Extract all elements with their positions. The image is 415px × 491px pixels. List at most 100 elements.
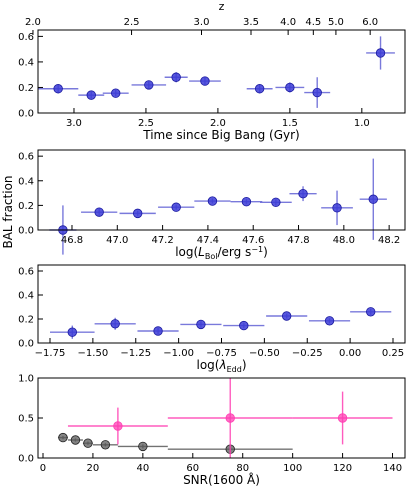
top-x-tick-label: 6.0 [362,17,378,28]
series-1 [50,307,392,339]
x-tick-label: 2.0 [210,118,226,129]
data-point [110,319,120,329]
x-tick-label: 0 [40,463,46,474]
x-axis-label: SNR(1600 Å) [183,472,260,487]
x-tick-label: 140 [383,463,402,474]
data-point [53,84,63,94]
top-x-tick-label: 4.0 [280,17,296,28]
data-point [225,413,235,423]
y-tick-label: 0.4 [18,176,34,187]
x-tick-label: 46.8 [61,235,83,246]
data-point [332,203,342,213]
data-point [111,88,121,98]
shared-y-axis-label: BAL fraction [1,175,15,248]
x-tick-label: −1.75 [35,348,66,359]
data-point [337,413,348,423]
panel-2: 46.8 47.0 47.2 47.4 47.6 47.8 48.0 48.2 0.0 0.2 0.… [18,149,406,261]
data-point [153,326,163,336]
x-tick-label: −0.25 [292,348,323,359]
data-point [67,327,77,337]
data-point [254,84,265,94]
x-tick-label: 47.4 [197,235,219,246]
x-tick-label: 0.00 [339,348,361,359]
data-point [171,202,181,212]
data-point [375,48,386,58]
x-tick-label: −1.50 [78,348,109,359]
x-tick-label: −0.75 [206,348,237,359]
top-x-tick-label: 3.0 [194,17,210,28]
panel-1: 3.0 2.5 2.0 1.5 1.0 0.0 0.2 0.4 0.6 Time since Bi… [18,0,406,142]
data-point [100,440,111,450]
x-tick-label: 60 [186,463,199,474]
data-point [58,432,68,443]
x-tick-label: −1.25 [120,348,151,359]
x-tick-label: 47.6 [242,235,264,246]
panel-4: 0 20 40 60 80 100 120 140 0.0 0.5 1.0 SNR(1600 Å) [18,374,406,487]
x-tick-label: 40 [136,463,149,474]
x-tick-label: 47.8 [287,235,309,246]
x-tick-label: 1.5 [282,118,298,129]
y-tick-label: 0.4 [18,57,34,68]
top-x-tick-label: 4.5 [305,17,321,28]
data-point [113,421,123,431]
top-x-tick-label: 3.5 [243,17,259,28]
data-point [298,188,308,199]
x-tick-label: 0.25 [382,348,404,359]
data-point [239,320,249,331]
x-tick-label: 48.0 [333,235,355,246]
data-point [200,76,210,86]
y-tick-label: 0.4 [18,291,34,302]
data-point [138,441,148,452]
data-point [368,194,378,204]
y-tick-label: 0.5 [18,414,34,425]
y-tick-label: 0.6 [18,32,34,43]
axes-frame [37,149,406,231]
data-point [83,438,93,448]
data-point [70,435,81,445]
x-tick-label: 48.2 [378,235,400,246]
top-x-tick-label: 5.0 [328,17,344,28]
x-tick-label: 47.2 [151,235,173,246]
data-point [144,80,154,90]
y-tick-label: 0.0 [18,339,34,350]
data-point [366,307,376,317]
top-x-tick-label: 2.0 [25,17,41,28]
top-axis-label: z [219,0,225,13]
data-point [94,207,104,217]
x-tick-label: 100 [283,463,302,474]
x-tick-label: 3.0 [66,118,82,129]
data-point [171,72,181,82]
x-axis-label: log(LBol/erg s−1) [175,245,268,261]
top-x-tick-label: 2.5 [124,17,140,28]
y-tick-label: 0.2 [18,201,34,212]
y-tick-label: 0.0 [18,226,34,237]
data-point [271,197,281,208]
y-tick-label: 0.6 [18,267,34,278]
y-tick-label: 1.0 [18,374,34,385]
panel-3: −1.75 −1.50 −1.25 −1.00 −0.75 −0.50 −0.25 0.00 0… [18,264,406,374]
data-point [86,90,96,100]
y-tick-label: 0.6 [18,152,34,163]
x-tick-label: 20 [87,463,100,474]
y-tick-label: 0.0 [18,109,34,120]
series-2 [67,378,393,458]
y-tick-label: 0.2 [18,83,34,94]
axes-frame [37,264,406,344]
data-point [285,82,295,93]
x-axis-label: Time since Big Bang (Gyr) [142,128,300,142]
y-tick-label: 0.2 [18,315,34,326]
x-tick-label: 120 [333,463,352,474]
x-tick-label: −1.00 [163,348,194,359]
data-point [207,196,218,206]
data-point [312,87,322,98]
x-tick-label: 2.5 [138,118,154,129]
data-point [196,319,206,330]
x-tick-label: 1.0 [354,118,370,129]
data-point [241,196,252,207]
series-1 [57,432,293,454]
axes-frame [37,29,406,114]
y-tick-label: 0.0 [18,454,34,465]
data-point [324,316,335,326]
series-1 [38,36,395,108]
